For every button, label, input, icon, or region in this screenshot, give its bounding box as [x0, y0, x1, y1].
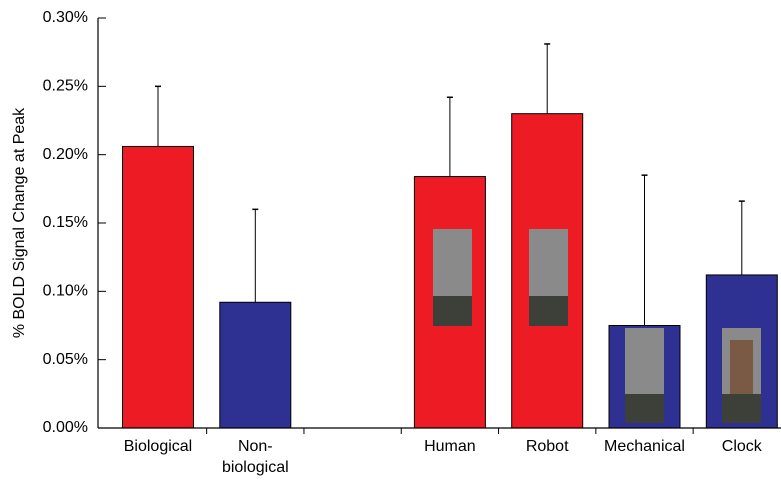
x-tick-label: Human: [424, 438, 476, 455]
mechanical-image-floor: [625, 394, 664, 423]
y-tick-label: 0.05%: [43, 351, 88, 368]
x-tick-label: Robot: [525, 438, 569, 455]
y-tick-label: 0.20%: [43, 146, 88, 163]
clock-image-floor: [722, 394, 761, 423]
error-bar: [738, 200, 745, 275]
clock-image-case: [730, 340, 753, 395]
y-tick-label: 0.10%: [43, 283, 88, 300]
robot-image-floor: [529, 296, 568, 326]
y-axis-label: % BOLD Signal Change at Peak: [11, 107, 28, 338]
x-tick-label: Mechanical: [604, 438, 685, 455]
y-tick-label: 0.15%: [43, 214, 88, 231]
error-bar: [155, 85, 161, 147]
bar: [122, 145, 194, 429]
error-bar: [544, 43, 551, 114]
bar: [219, 301, 292, 429]
error-bar: [446, 96, 453, 177]
x-tick-label: Biological: [123, 438, 193, 455]
x-tick-label: Non- biological: [221, 438, 289, 476]
human-image-floor: [433, 296, 472, 326]
stimulus-images: [433, 229, 761, 423]
y-tick-label: 0.00%: [43, 419, 88, 436]
error-bar: [252, 208, 259, 303]
y-tick-label: 0.25%: [43, 78, 88, 95]
x-tick-label: Clock: [721, 438, 762, 455]
y-tick-label: 0.30%: [43, 9, 88, 26]
error-bar: [641, 174, 648, 326]
